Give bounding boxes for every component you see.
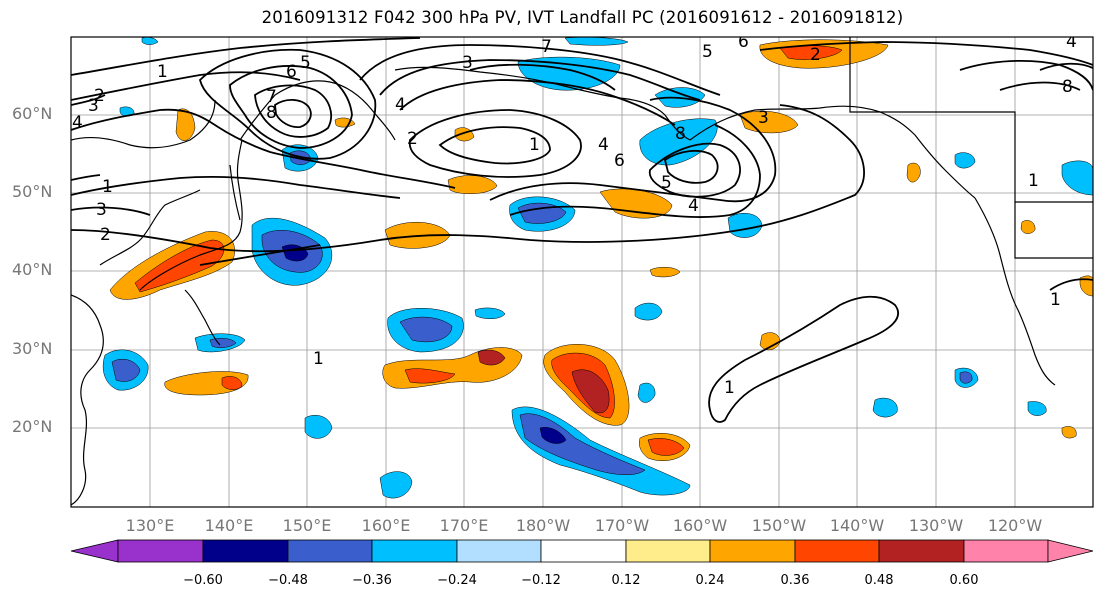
lat-label: 20°N — [12, 417, 53, 436]
colorbar-segment — [625, 539, 711, 563]
colorbar-segment — [540, 539, 627, 563]
contour-label: 1 — [102, 177, 113, 197]
contour-label: 5 — [300, 53, 311, 73]
colorbar-extend-low — [70, 539, 119, 563]
colorbar-tick-label: 0.12 — [611, 573, 641, 588]
lat-label: 60°N — [12, 104, 53, 123]
lon-label: 130°E — [125, 516, 175, 535]
lat-label: 50°N — [12, 182, 53, 201]
colorbar-tick-label: 0.60 — [949, 573, 979, 588]
contour-label: 3 — [462, 53, 473, 73]
colorbar-tick-label: −0.24 — [437, 573, 477, 588]
colorbar-segment — [963, 539, 1049, 563]
contour-label: 8 — [675, 124, 686, 144]
colorbar-segment — [709, 539, 796, 563]
contour-label: 1 — [1050, 290, 1061, 310]
contour-label: 8 — [266, 103, 277, 123]
lon-label: 130°W — [908, 516, 964, 535]
contour-label: 2 — [100, 225, 111, 245]
contour-label: 2 — [810, 45, 821, 65]
map-title: 2016091312 F042 300 hPa PV, IVT Landfall… — [261, 8, 904, 27]
contour-label: 1 — [157, 62, 168, 82]
colorbar-tick-label: −0.48 — [268, 573, 308, 588]
contour-label: 8 — [1062, 77, 1073, 97]
lon-label: 160°E — [361, 516, 411, 535]
contour-label: 6 — [738, 32, 749, 52]
contour-label: 2 — [407, 129, 418, 149]
lon-label: 170°W — [594, 516, 650, 535]
contour-label: 4 — [688, 196, 699, 216]
colorbar-tick-label: 0.48 — [864, 573, 894, 588]
contour-label: 1 — [529, 135, 540, 155]
contour-label: 3 — [88, 96, 99, 116]
contour-label: 6 — [614, 151, 625, 171]
lon-label: 150°W — [751, 516, 807, 535]
colorbar-tick-label: −0.60 — [183, 573, 223, 588]
contour-label: 2 — [94, 86, 105, 106]
lon-label: 180°W — [515, 516, 571, 535]
contour-label: 4 — [395, 95, 406, 115]
coastlines — [71, 37, 1093, 506]
colorbar-segment — [794, 539, 880, 563]
contour-label: 1 — [724, 378, 735, 398]
colorbar — [70, 539, 1094, 563]
contour-label: 1 — [1028, 171, 1039, 191]
colorbar-tick-label: −0.12 — [521, 573, 561, 588]
colorbar-segment — [371, 539, 458, 563]
lat-label: 40°N — [12, 260, 53, 279]
lon-label: 120°W — [987, 516, 1043, 535]
contour-label: 5 — [661, 173, 672, 193]
contour-label: 7 — [266, 87, 277, 107]
colorbar-segment — [202, 539, 289, 563]
contour-label: 4 — [1066, 32, 1077, 52]
colorbar-segment — [878, 539, 965, 563]
lat-label: 30°N — [12, 339, 53, 358]
colorbar-tick-label: −0.36 — [352, 573, 392, 588]
contour-label: 4 — [598, 135, 609, 155]
colorbar-extend-high — [1047, 539, 1094, 563]
contour-label: 6 — [286, 62, 297, 82]
lon-label: 170°E — [439, 516, 489, 535]
map-plot-area: 1 2 3 4 3 6 7 8 5 1 4 6 5 4 7 5 6 2 4 2 … — [71, 32, 1093, 507]
colorbar-segment — [287, 539, 373, 563]
contour-label: 3 — [96, 200, 107, 220]
colorbar-segment — [456, 539, 542, 563]
contour-label: 3 — [758, 108, 769, 128]
contour-label: 4 — [72, 113, 83, 133]
lon-label: 140°E — [204, 516, 254, 535]
lon-label: 150°E — [282, 516, 332, 535]
contour-label: 1 — [313, 349, 324, 369]
lon-label: 140°W — [829, 516, 885, 535]
plot-frame — [70, 36, 1094, 508]
contour-label: 5 — [702, 42, 713, 62]
pv-contours — [71, 37, 1093, 423]
colorbar-segment — [117, 539, 204, 563]
colorbar-tick-label: 0.36 — [780, 573, 810, 588]
colorbar-tick-label: 0.24 — [695, 573, 725, 588]
contour-label: 7 — [541, 37, 552, 57]
contour-labels: 1 2 3 4 3 6 7 8 5 1 4 6 5 4 7 5 6 2 4 2 … — [72, 32, 1077, 398]
lon-label: 160°W — [672, 516, 728, 535]
